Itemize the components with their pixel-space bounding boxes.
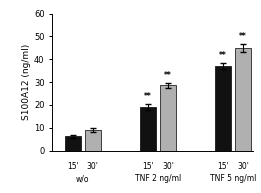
Bar	[140, 107, 156, 151]
Text: 15': 15'	[142, 162, 154, 171]
Bar	[85, 130, 101, 151]
Bar	[65, 136, 81, 151]
Text: 15': 15'	[217, 162, 229, 171]
Y-axis label: S100A12 (ng/ml): S100A12 (ng/ml)	[22, 44, 31, 120]
Text: 30': 30'	[87, 162, 99, 171]
Text: 30': 30'	[237, 162, 249, 171]
Text: w/o: w/o	[76, 174, 90, 183]
Text: **: **	[239, 32, 247, 41]
Bar	[160, 85, 176, 151]
Bar	[215, 66, 231, 151]
Text: **: **	[219, 51, 227, 60]
Text: **: **	[164, 71, 172, 80]
Text: TNF 2 ng/ml: TNF 2 ng/ml	[135, 174, 181, 183]
Bar	[235, 48, 251, 151]
Text: TNF 5 ng/ml: TNF 5 ng/ml	[210, 174, 256, 183]
Text: 15': 15'	[67, 162, 79, 171]
Text: 30': 30'	[162, 162, 174, 171]
Text: **: **	[144, 92, 152, 101]
